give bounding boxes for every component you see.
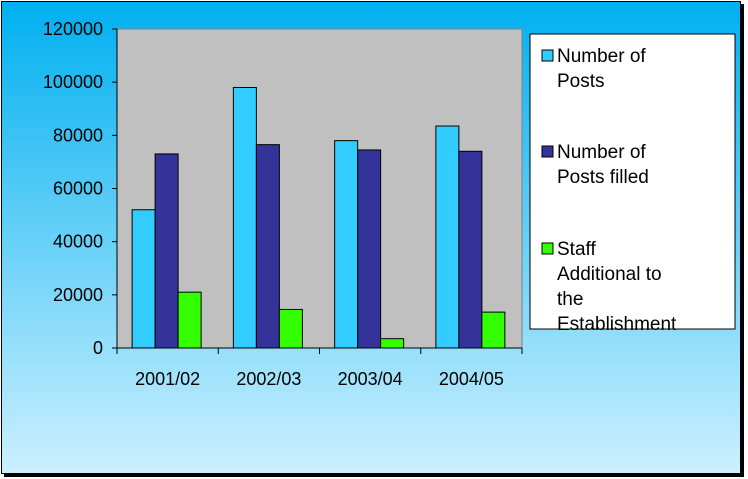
legend-swatch [541, 242, 554, 255]
y-tick-label: 100000 [43, 72, 103, 92]
x-tick-label: 2004/05 [439, 369, 504, 389]
bar [131, 209, 156, 349]
x-tick-label: 2001/02 [135, 369, 200, 389]
chart-frame: 0 20000 40000 60000 80000 100000 120000 2001/02… [1, 1, 741, 474]
bars-layer [131, 86, 506, 349]
y-tick-label: 20000 [53, 285, 103, 305]
y-tick-label: 0 [93, 338, 103, 358]
bar [481, 311, 506, 349]
x-tick-label: 2003/04 [338, 369, 403, 389]
bar [380, 338, 405, 349]
bar [232, 86, 257, 349]
bar [458, 150, 483, 349]
legend-entry: Number of Posts filled [557, 142, 649, 188]
legend-swatch [541, 49, 554, 62]
y-tick-label: 40000 [53, 232, 103, 252]
bar [255, 144, 280, 349]
y-tick-label: 80000 [53, 125, 103, 145]
legend-box [529, 33, 736, 330]
x-tick-label: 2002/03 [236, 369, 301, 389]
legend-swatch [541, 145, 554, 158]
bar [177, 291, 202, 349]
legend-entry: Number of Posts [557, 46, 646, 92]
bar [435, 125, 460, 349]
legend-entry: Staff Additional to the Establishment [557, 239, 677, 335]
bar [334, 140, 359, 349]
legend: Number of Posts Number of Posts filled Staff… [529, 33, 736, 335]
bar [278, 308, 303, 349]
y-tick-label: 120000 [43, 19, 103, 39]
bar [154, 153, 179, 349]
axes-layer: 0 20000 40000 60000 80000 100000 120000 2001/02… [43, 19, 523, 389]
bar [357, 149, 382, 349]
y-tick-label: 60000 [53, 179, 103, 199]
bar-chart: 0 20000 40000 60000 80000 100000 120000 2001/02… [2, 2, 740, 473]
